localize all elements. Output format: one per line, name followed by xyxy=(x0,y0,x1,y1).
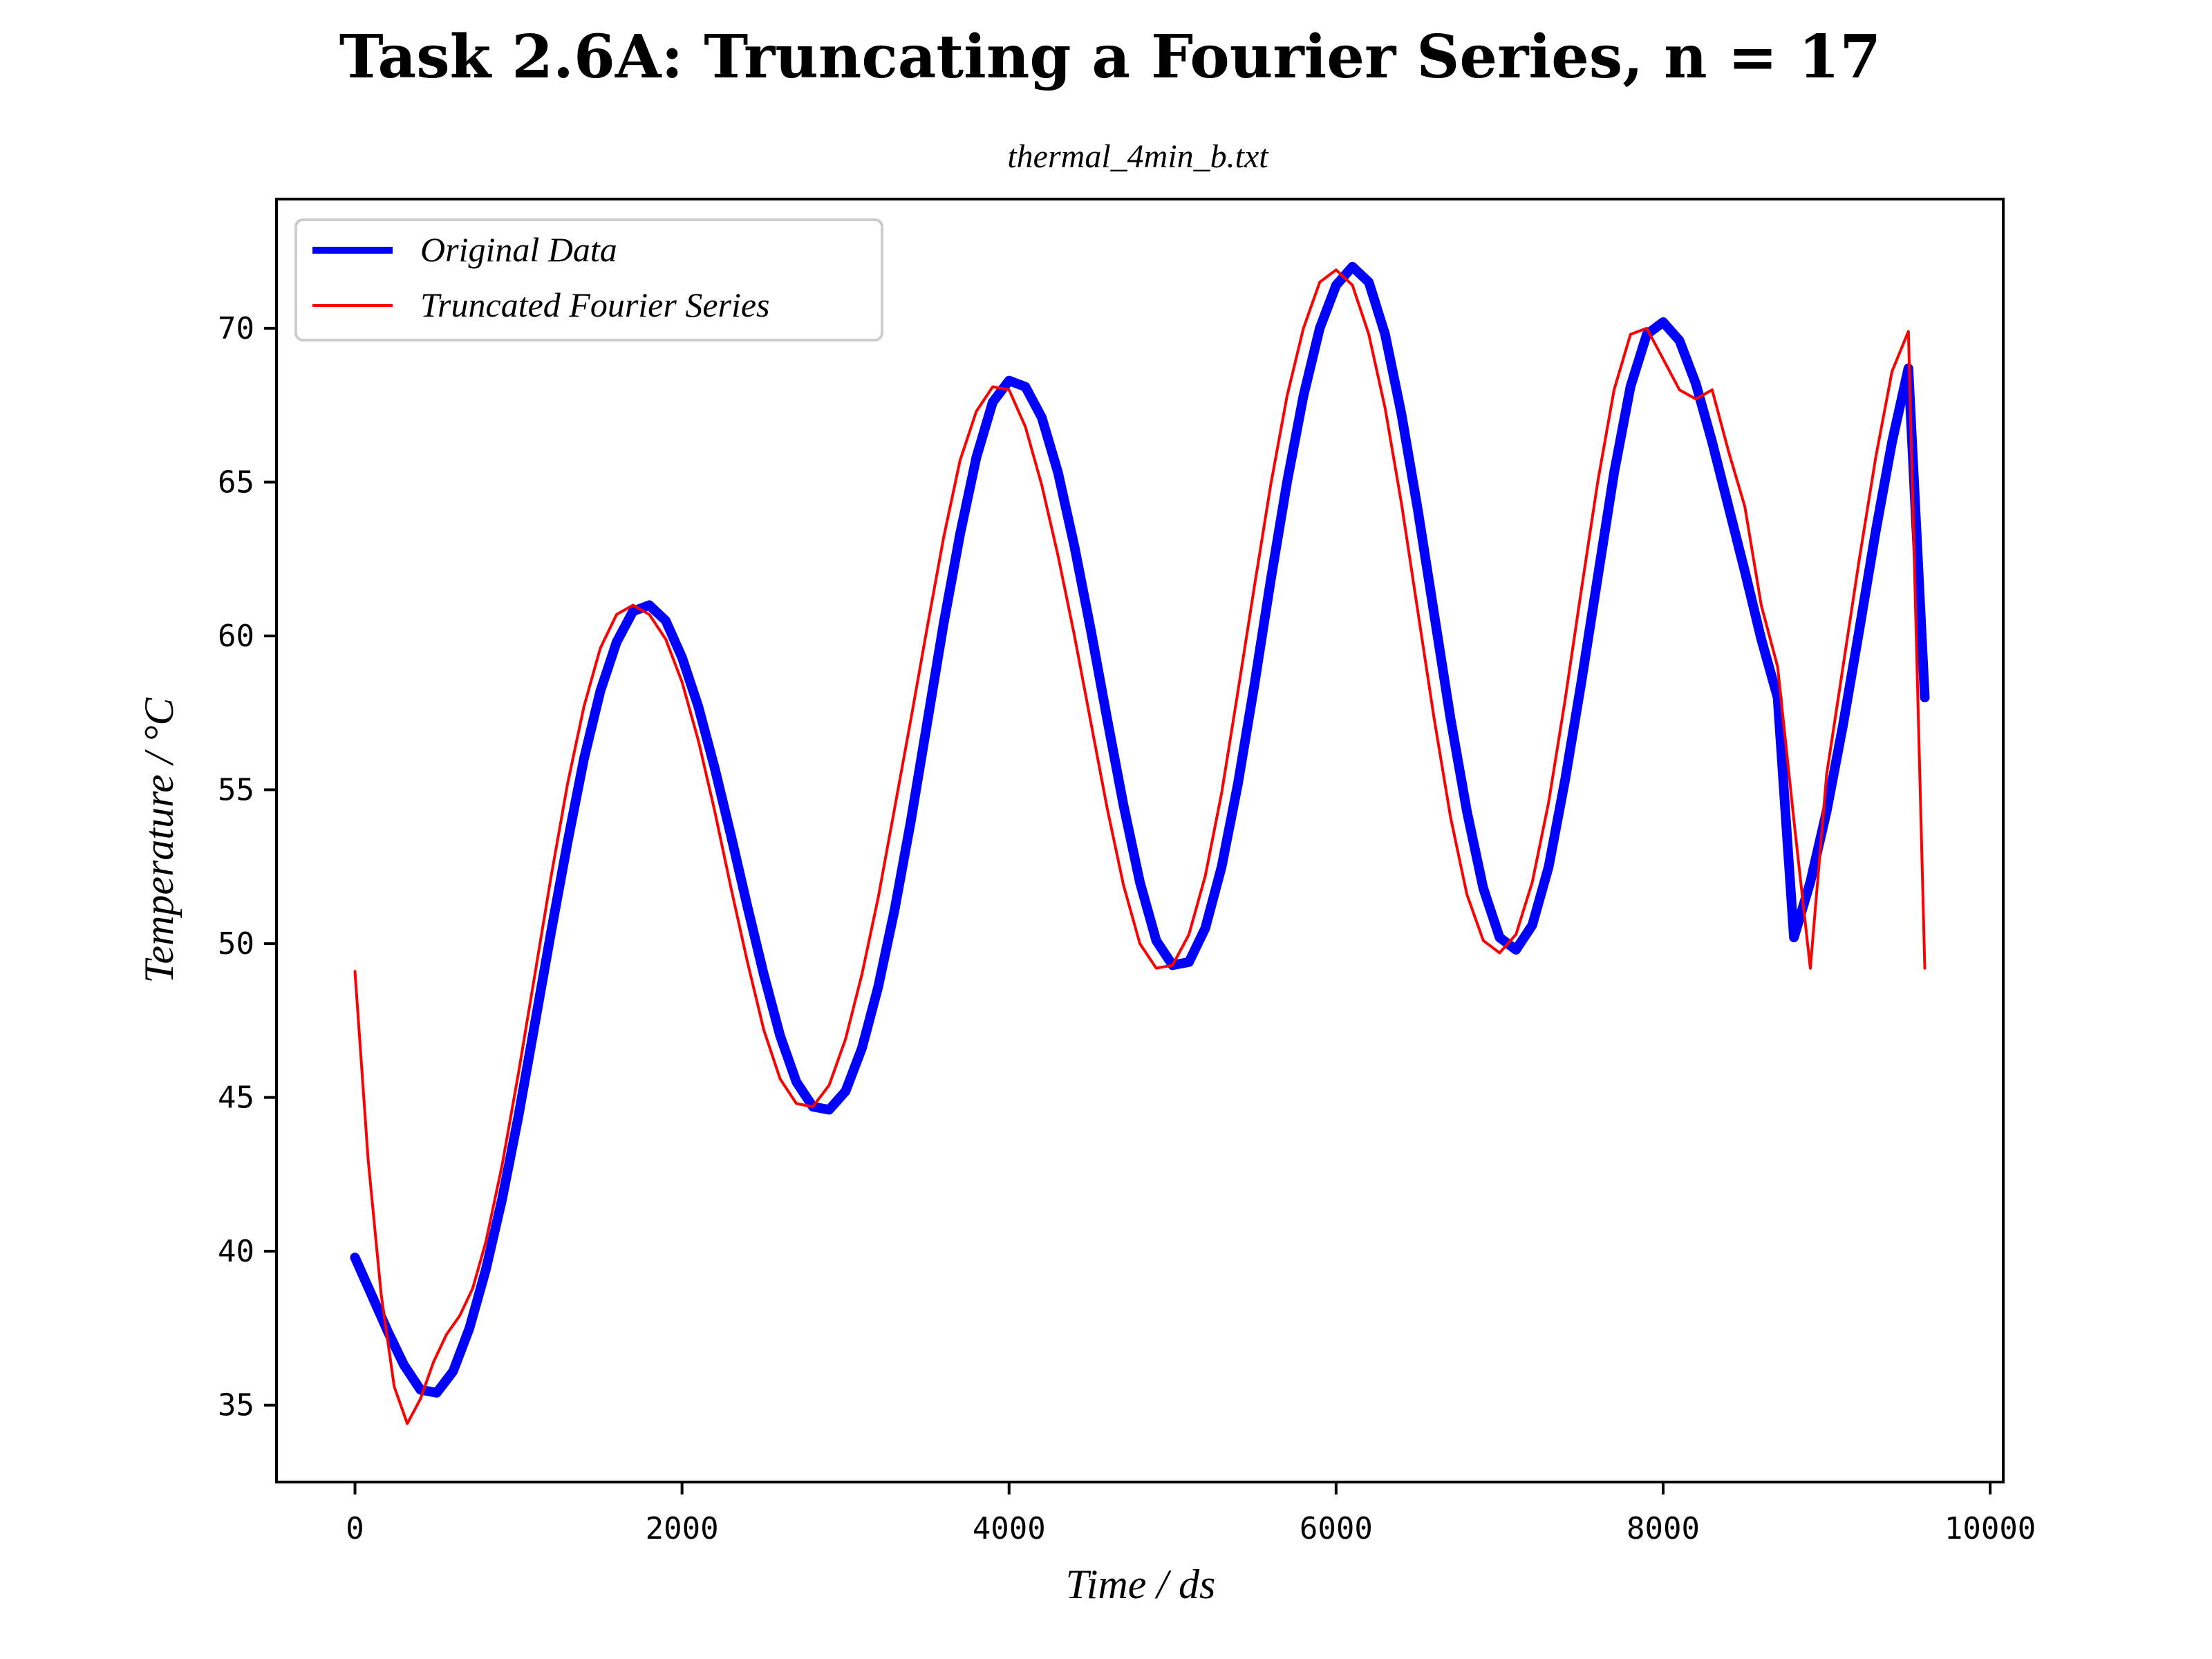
y-axis-label: Temperature / °C xyxy=(136,697,182,984)
y-tick-label: 45 xyxy=(218,1080,254,1116)
x-axis-label: Time / ds xyxy=(1066,1562,1216,1607)
series-line-original-data xyxy=(350,261,1930,1398)
x-tick-label: 4000 xyxy=(973,1511,1046,1546)
legend-label-truncated-fourier-series: Truncated Fourier Series xyxy=(420,285,770,324)
legend-box xyxy=(294,218,883,341)
chart-title: Task 2.6A: Truncating a Fourier Series, … xyxy=(339,22,1881,92)
chart-subtitle: thermal_4min_b.txt xyxy=(1007,138,1269,175)
y-axis: 35 40 45 50 55 60 65 70 xyxy=(218,311,276,1423)
y-tick-label: 35 xyxy=(218,1388,254,1423)
series-layer xyxy=(350,261,1930,1425)
y-tick-label: 70 xyxy=(218,311,254,346)
x-axis: 0 2000 4000 6000 8000 10000 xyxy=(346,1482,2036,1546)
x-tick-label: 0 xyxy=(346,1511,364,1546)
x-tick-label: 8000 xyxy=(1627,1511,1700,1546)
y-tick-label: 60 xyxy=(218,619,254,654)
plot-frame xyxy=(275,198,2005,1483)
x-tick-label: 2000 xyxy=(646,1511,719,1546)
plot-area xyxy=(276,199,2003,1482)
legend-label-original-data: Original Data xyxy=(420,230,617,269)
y-tick-label: 65 xyxy=(218,465,254,500)
series-line-truncated-fourier-series xyxy=(353,268,1927,1425)
x-tick-label: 10000 xyxy=(1944,1511,2036,1546)
x-tick-label: 6000 xyxy=(1300,1511,1373,1546)
y-tick-label: 40 xyxy=(218,1234,254,1269)
legend: Original Data Truncated Fourier Series xyxy=(294,218,883,341)
y-tick-label: 50 xyxy=(218,926,254,962)
y-tick-label: 55 xyxy=(218,773,254,808)
